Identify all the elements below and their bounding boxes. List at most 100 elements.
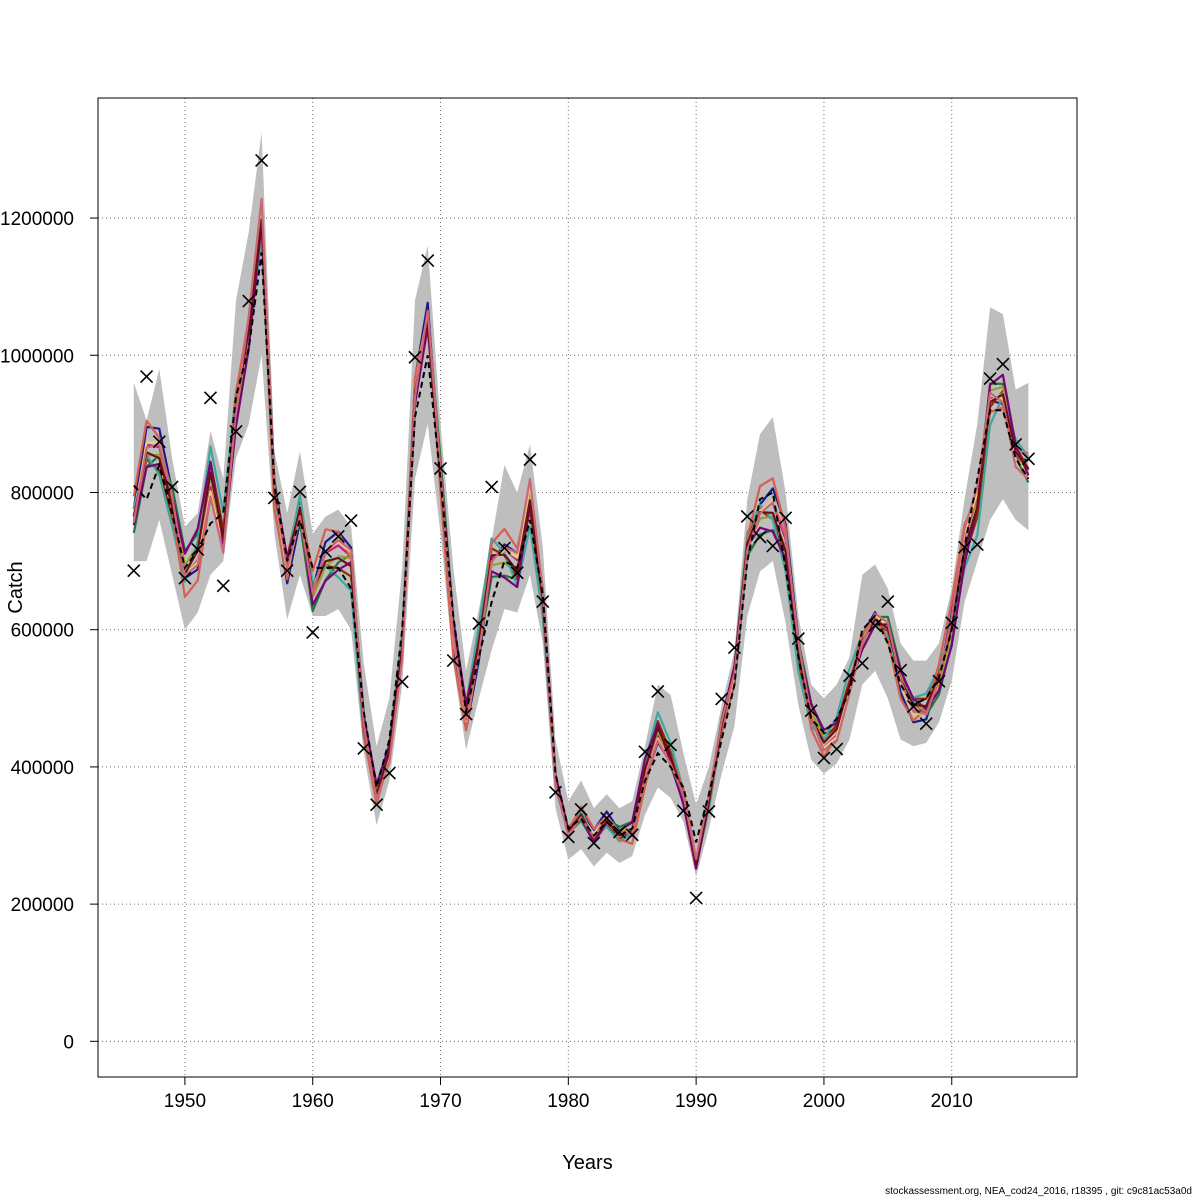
observed-point xyxy=(855,656,869,670)
observed-point xyxy=(957,540,972,554)
observed-point-stroke xyxy=(485,480,499,494)
observed-point-stroke xyxy=(331,529,345,543)
observed-point-stroke xyxy=(881,594,895,609)
observed-point xyxy=(689,891,703,905)
observed-point-stroke xyxy=(523,452,537,467)
confidence-band-layer xyxy=(133,132,1029,877)
observed-point xyxy=(421,254,435,268)
observed-point xyxy=(344,514,358,528)
observed-point xyxy=(267,491,281,505)
observed-point-stroke xyxy=(651,684,665,699)
observed-point-stroke xyxy=(472,616,486,631)
y-tick-label: 200000 xyxy=(11,895,74,916)
observed-point-stroke xyxy=(216,579,230,593)
observed-point xyxy=(357,741,371,755)
observed-point-stroke xyxy=(191,542,205,556)
observed-point xyxy=(868,619,882,633)
observed-point-stroke xyxy=(842,669,857,683)
observed-point-stroke xyxy=(370,798,384,812)
observed-point-stroke xyxy=(140,369,154,384)
observed-point xyxy=(638,745,652,759)
observed-point xyxy=(459,707,473,721)
observed-point-stroke xyxy=(906,699,920,714)
observed-point xyxy=(817,751,831,765)
observed-point-stroke xyxy=(600,811,614,825)
observed-point-stroke xyxy=(421,254,435,268)
observed-point-stroke xyxy=(753,530,767,544)
observed-point xyxy=(523,452,537,467)
observed-point xyxy=(727,640,742,655)
observed-point-stroke xyxy=(587,836,601,850)
x-tick-label: 1990 xyxy=(675,1091,717,1112)
observed-point-stroke xyxy=(625,828,639,842)
observed-point-stroke xyxy=(804,704,818,718)
observed-point xyxy=(740,509,754,524)
observed-point xyxy=(510,566,524,580)
observed-point-stroke xyxy=(178,571,192,585)
observed-point-stroke xyxy=(919,717,933,731)
x-axis-title: Years xyxy=(562,1152,612,1174)
observed-point-stroke xyxy=(715,692,729,706)
observed-point xyxy=(216,579,230,593)
observed-point-stroke xyxy=(945,616,959,630)
observed-point xyxy=(842,669,857,683)
observed-point xyxy=(548,785,563,799)
observed-point-stroke xyxy=(446,653,460,668)
observed-point-stroke xyxy=(664,738,678,752)
observed-point xyxy=(561,830,575,844)
plot-frame xyxy=(97,97,1078,1078)
grid-lines xyxy=(98,98,1077,1077)
fit-line xyxy=(133,252,1030,843)
observed-point xyxy=(229,424,243,438)
observed-point xyxy=(318,544,333,559)
footer-credit: stockassessment.org, NEA_cod24_2016, r18… xyxy=(885,1186,1192,1197)
observed-point-stroke xyxy=(152,435,166,449)
observed-point xyxy=(472,616,486,631)
observed-point xyxy=(446,653,460,668)
observed-point-stroke xyxy=(267,491,281,505)
observed-point-stroke xyxy=(983,372,997,386)
observed-point-stroke xyxy=(996,357,1010,371)
observed-point xyxy=(830,742,844,756)
observed-point-stroke xyxy=(970,538,984,552)
observed-point-stroke xyxy=(548,785,563,799)
observed-point-stroke xyxy=(1009,437,1023,452)
observed-point-stroke xyxy=(868,619,882,633)
observed-point xyxy=(331,529,345,543)
observed-point xyxy=(625,828,639,842)
observed-point-stroke xyxy=(242,294,256,308)
observed-point-stroke xyxy=(855,656,869,670)
y-tick-label: 800000 xyxy=(11,483,74,504)
observed-point-stroke xyxy=(957,540,972,554)
observed-point xyxy=(370,798,384,812)
observed-point-stroke xyxy=(894,663,908,677)
observed-point-stroke xyxy=(791,632,805,646)
observed-point-stroke xyxy=(382,766,396,780)
confidence-band xyxy=(133,132,1029,877)
observed-point xyxy=(433,461,448,476)
observed-point xyxy=(945,616,959,630)
x-tick-label: 2000 xyxy=(803,1091,845,1112)
observed-point-stroke xyxy=(306,625,320,640)
observed-point xyxy=(395,675,409,689)
observed-point-stroke xyxy=(612,825,627,839)
observed-point xyxy=(702,804,716,819)
observed-point-stroke xyxy=(830,742,844,756)
observed-point xyxy=(766,539,780,553)
observed-point-stroke xyxy=(1021,452,1035,466)
y-tick-label: 600000 xyxy=(11,621,74,642)
observed-point xyxy=(906,699,920,714)
x-tick-label: 1970 xyxy=(419,1091,461,1112)
observed-point xyxy=(715,692,729,706)
observed-point xyxy=(485,480,499,494)
observed-point xyxy=(382,766,396,780)
observed-point-stroke xyxy=(344,514,358,528)
observed-point xyxy=(753,530,767,544)
observed-point xyxy=(165,480,179,494)
observed-point-stroke xyxy=(165,480,179,494)
y-tick-label: 0 xyxy=(63,1032,74,1053)
observed-point xyxy=(178,571,192,585)
observed-point-stroke xyxy=(932,674,946,688)
observed-point xyxy=(140,369,154,384)
observed-point-stroke xyxy=(561,830,575,844)
